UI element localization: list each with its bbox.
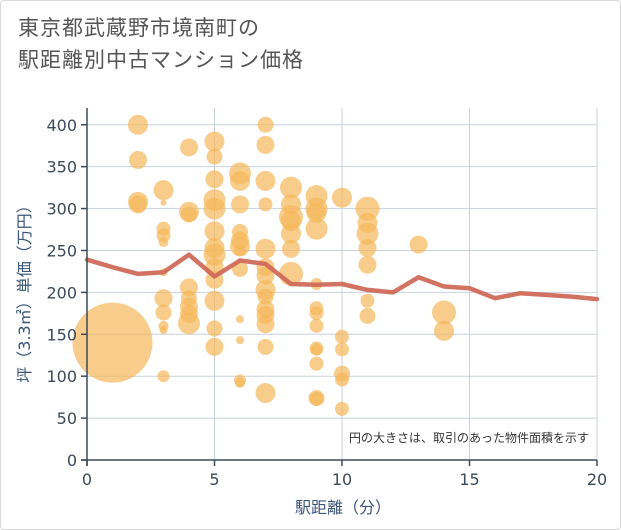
chart-title: 東京都武蔵野市境南町の 駅距離別中古マンション価格 bbox=[18, 12, 304, 76]
bubble-point bbox=[204, 131, 225, 152]
x-axis-title: 駅距離（分） bbox=[295, 498, 391, 517]
bubble-point bbox=[281, 223, 301, 244]
bubble-point bbox=[180, 138, 198, 157]
x-tick-label: 10 bbox=[332, 470, 352, 489]
bubble-point bbox=[309, 356, 324, 371]
bubble-point bbox=[231, 195, 249, 214]
bubble-point bbox=[256, 315, 275, 334]
bubble-point bbox=[205, 170, 224, 189]
bubble-point bbox=[310, 343, 323, 356]
bubble-point bbox=[236, 315, 244, 324]
y-tick-label: 50 bbox=[57, 409, 77, 428]
bubble-point bbox=[178, 312, 200, 335]
bubble-point bbox=[230, 170, 250, 191]
bubble-point bbox=[206, 148, 223, 165]
bubble-point bbox=[306, 202, 327, 223]
x-tick-label: 15 bbox=[459, 470, 479, 489]
bubble-point bbox=[358, 238, 377, 257]
bubble-point bbox=[257, 338, 274, 355]
bubble-point bbox=[434, 320, 454, 341]
bubble-point bbox=[356, 222, 379, 245]
bubble-point bbox=[305, 217, 328, 240]
bubble-point bbox=[204, 221, 225, 242]
bubble-point bbox=[256, 135, 275, 154]
bubble-point bbox=[256, 266, 275, 285]
x-tick-label: 5 bbox=[209, 470, 219, 489]
bubble-point bbox=[432, 300, 456, 325]
bubble-point bbox=[206, 320, 223, 337]
bubble-point bbox=[204, 290, 225, 311]
bubble-point bbox=[160, 199, 167, 206]
bubble-point bbox=[157, 370, 170, 383]
y-tick-label: 100 bbox=[46, 367, 77, 386]
bubble-point bbox=[155, 304, 172, 321]
bubble-point bbox=[234, 244, 246, 257]
bubble-point bbox=[309, 306, 324, 321]
bubble-point bbox=[255, 238, 276, 259]
bubble-point bbox=[181, 206, 197, 223]
bubble-point bbox=[280, 176, 302, 199]
average-price-line bbox=[84, 252, 600, 302]
bubble-point bbox=[72, 302, 153, 383]
tick-labels: 0 50 100 150 200 250 300 350 400 0 5 10 15 20 bbox=[46, 116, 607, 489]
bubble-point bbox=[257, 288, 274, 305]
y-tick-label: 200 bbox=[46, 283, 77, 302]
bubble-point bbox=[203, 197, 226, 220]
bubble-point bbox=[335, 372, 349, 387]
y-axis-title: 坪（3.3㎡）単価（万円） bbox=[15, 197, 34, 382]
bubble-point bbox=[335, 329, 349, 344]
bubble-point bbox=[159, 326, 168, 335]
y-tick-label: 250 bbox=[46, 241, 77, 260]
bubble-point bbox=[257, 116, 274, 133]
y-tick-label: 0 bbox=[67, 451, 77, 470]
bubble-point bbox=[236, 336, 244, 345]
bubble-point bbox=[154, 289, 173, 308]
bubble-point bbox=[355, 196, 380, 221]
bubble-point bbox=[129, 150, 147, 169]
bubble-point bbox=[359, 307, 376, 324]
x-tick-label: 20 bbox=[587, 470, 607, 489]
bubble-point bbox=[360, 293, 375, 308]
bubble-point bbox=[129, 195, 147, 214]
axes bbox=[81, 108, 597, 466]
y-tick-label: 300 bbox=[46, 200, 77, 219]
bubble-point bbox=[332, 187, 352, 208]
bubble-size-note: 円の大きさは、取引のあった物件面積を示す bbox=[349, 430, 589, 445]
bubble-point bbox=[153, 180, 174, 201]
bubble-point bbox=[282, 239, 300, 258]
bubble-point bbox=[309, 318, 324, 333]
bubble-point bbox=[255, 382, 276, 403]
y-tick-label: 350 bbox=[46, 158, 77, 177]
bubble-point bbox=[309, 391, 324, 406]
bubble-point bbox=[335, 342, 349, 357]
bubble-point bbox=[158, 237, 169, 248]
bubble-point bbox=[235, 377, 245, 388]
y-tick-label: 400 bbox=[46, 116, 77, 135]
trend-line-layer bbox=[84, 252, 600, 302]
chart-title-line-1: 東京都武蔵野市境南町の bbox=[18, 16, 260, 40]
y-tick-label: 150 bbox=[46, 325, 77, 344]
x-tick-label: 0 bbox=[82, 470, 92, 489]
bubble-point bbox=[409, 235, 428, 254]
bubble-point bbox=[205, 337, 224, 356]
bubble-point bbox=[258, 197, 273, 212]
chart-title-line-2: 駅距離別中古マンション価格 bbox=[18, 48, 304, 72]
bubble-point bbox=[335, 401, 349, 416]
bubble-point bbox=[128, 114, 148, 135]
bubble-layer bbox=[72, 114, 456, 416]
bubble-point bbox=[358, 255, 377, 274]
bubble-point bbox=[255, 170, 276, 191]
